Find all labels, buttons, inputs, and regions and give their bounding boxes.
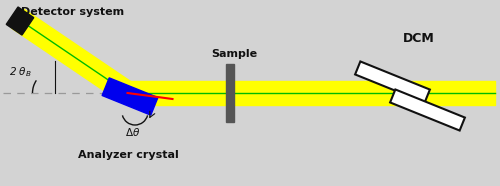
Polygon shape (390, 89, 465, 131)
Polygon shape (11, 9, 134, 103)
Polygon shape (226, 64, 234, 122)
Text: DCM: DCM (402, 32, 434, 45)
Polygon shape (6, 7, 34, 35)
Text: Sample: Sample (211, 49, 257, 59)
Text: 2 $\theta_B$: 2 $\theta_B$ (9, 65, 32, 79)
Text: Analyzer crystal: Analyzer crystal (78, 150, 178, 161)
Text: Detector system: Detector system (21, 7, 124, 17)
Polygon shape (355, 61, 430, 102)
Polygon shape (102, 78, 158, 115)
Text: $\Delta\theta$: $\Delta\theta$ (125, 126, 140, 137)
